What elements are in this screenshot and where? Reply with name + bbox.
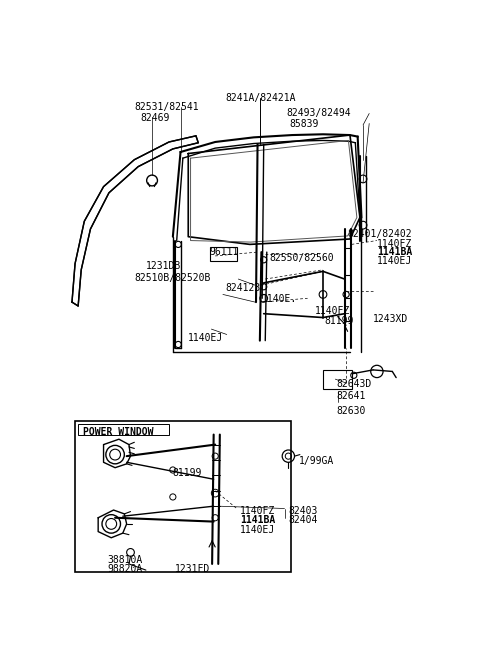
Text: 98820A: 98820A [108,564,143,574]
Text: 1141BA: 1141BA [240,516,275,526]
Bar [75,422,291,572]
Bar [78,424,169,434]
Text: 1140EJ: 1140EJ [240,525,275,535]
Text: 82641: 82641 [337,391,366,401]
Text: 1231DB: 1231DB [146,261,181,271]
Text: 96111: 96111 [210,246,239,257]
Text: 81199: 81199 [173,468,202,478]
Text: 82493/82494: 82493/82494 [286,108,351,118]
Text: 38810A: 38810A [108,555,143,565]
Text: 85839: 85839 [289,119,319,129]
Bar [323,370,352,389]
Text: 82401/82402: 82401/82402 [348,229,412,239]
Text: 1140EJ: 1140EJ [188,333,224,343]
Text: 824123: 824123 [225,283,261,293]
Text: 1141BA: 1141BA [377,248,412,258]
Text: 82643D: 82643D [337,379,372,389]
Text: 1140FZ: 1140FZ [315,306,350,316]
Text: 82403: 82403 [288,506,318,516]
Text: 8241A/82421A: 8241A/82421A [225,93,296,102]
Text: 1231FD: 1231FD [175,564,210,574]
Text: 81199: 81199 [324,316,354,326]
Text: 82550/82560: 82550/82560 [270,253,335,263]
Text: 1140FZ: 1140FZ [240,506,275,516]
Text: 1140FZ: 1140FZ [377,239,412,249]
Text: 1140E.: 1140E. [262,294,297,304]
Text: 82630: 82630 [337,406,366,416]
Text: POWER WINDOW: POWER WINDOW [83,427,153,437]
Text: 82510B/82520B: 82510B/82520B [134,273,211,283]
Text: 82531/82541: 82531/82541 [134,102,199,112]
Text: 1140EJ: 1140EJ [377,256,412,266]
Bar [210,246,237,261]
Text: 1/99GA: 1/99GA [299,456,334,466]
Text: 1243XD: 1243XD [373,313,408,324]
Text: 82404: 82404 [288,516,318,526]
Text: 82469: 82469 [141,113,170,123]
